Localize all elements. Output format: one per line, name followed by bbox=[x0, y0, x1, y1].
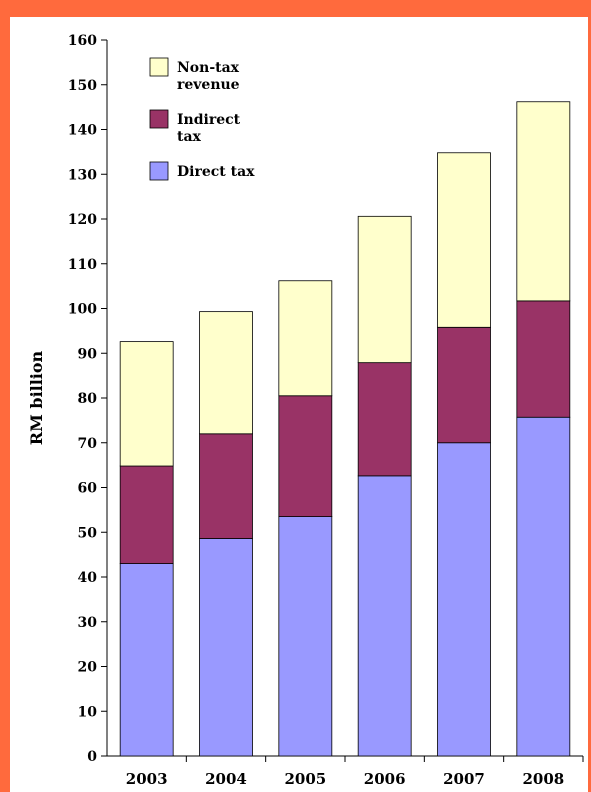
bar-segment bbox=[278, 516, 333, 757]
bar-segment bbox=[437, 152, 491, 328]
y-tick-label: 70 bbox=[78, 436, 98, 452]
bar-segment bbox=[278, 280, 333, 397]
y-tick-label: 120 bbox=[68, 212, 97, 228]
x-tick-label: 2008 bbox=[522, 770, 564, 788]
bar-segment bbox=[119, 465, 174, 564]
bar-segment bbox=[199, 538, 253, 757]
y-tick-label: 20 bbox=[78, 660, 98, 676]
bar-segment bbox=[119, 341, 174, 467]
bar-segment bbox=[199, 433, 253, 539]
legend-label: revenue bbox=[177, 77, 240, 93]
legend-swatch bbox=[149, 161, 169, 181]
y-tick-label: 160 bbox=[68, 33, 97, 49]
legend-label: tax bbox=[177, 129, 202, 145]
bar-segment bbox=[119, 563, 174, 757]
y-tick-label: 80 bbox=[78, 391, 98, 407]
legend-swatch bbox=[149, 109, 169, 129]
y-tick-label: 30 bbox=[78, 615, 98, 631]
x-tick-label: 2004 bbox=[205, 770, 247, 788]
x-tick-label: 2007 bbox=[443, 770, 485, 788]
bar-segment bbox=[437, 442, 491, 757]
bar-segment bbox=[357, 362, 412, 477]
x-tick-label: 2005 bbox=[284, 770, 326, 788]
legend-label: Direct tax bbox=[177, 164, 255, 180]
y-tick-label: 40 bbox=[78, 570, 98, 586]
y-tick-label: 60 bbox=[78, 481, 98, 497]
bar-segment bbox=[516, 300, 571, 418]
y-tick-label: 100 bbox=[68, 302, 97, 318]
legend-swatch bbox=[149, 57, 169, 77]
y-tick-label: 10 bbox=[78, 704, 98, 720]
y-tick-label: 50 bbox=[78, 525, 98, 541]
bar-segment bbox=[357, 475, 412, 757]
bar-segment bbox=[437, 326, 491, 444]
y-tick-label: 0 bbox=[87, 749, 97, 765]
x-tick-label: 2006 bbox=[364, 770, 406, 788]
bar-segment bbox=[516, 101, 571, 302]
legend-label: Non-tax bbox=[177, 60, 240, 76]
y-tick-label: 110 bbox=[68, 257, 97, 273]
y-tick-label: 140 bbox=[68, 123, 97, 139]
y-axis-title: RM billion bbox=[27, 350, 46, 445]
y-tick-label: 150 bbox=[68, 78, 97, 94]
x-tick-label: 2003 bbox=[126, 770, 168, 788]
legend-label: Indirect bbox=[177, 112, 241, 128]
bar-segment bbox=[357, 215, 412, 364]
bar-segment bbox=[278, 395, 333, 517]
bar-segment bbox=[199, 311, 253, 435]
y-tick-label: 90 bbox=[78, 346, 98, 362]
bar-segment bbox=[516, 416, 571, 757]
y-tick-label: 130 bbox=[68, 167, 97, 183]
